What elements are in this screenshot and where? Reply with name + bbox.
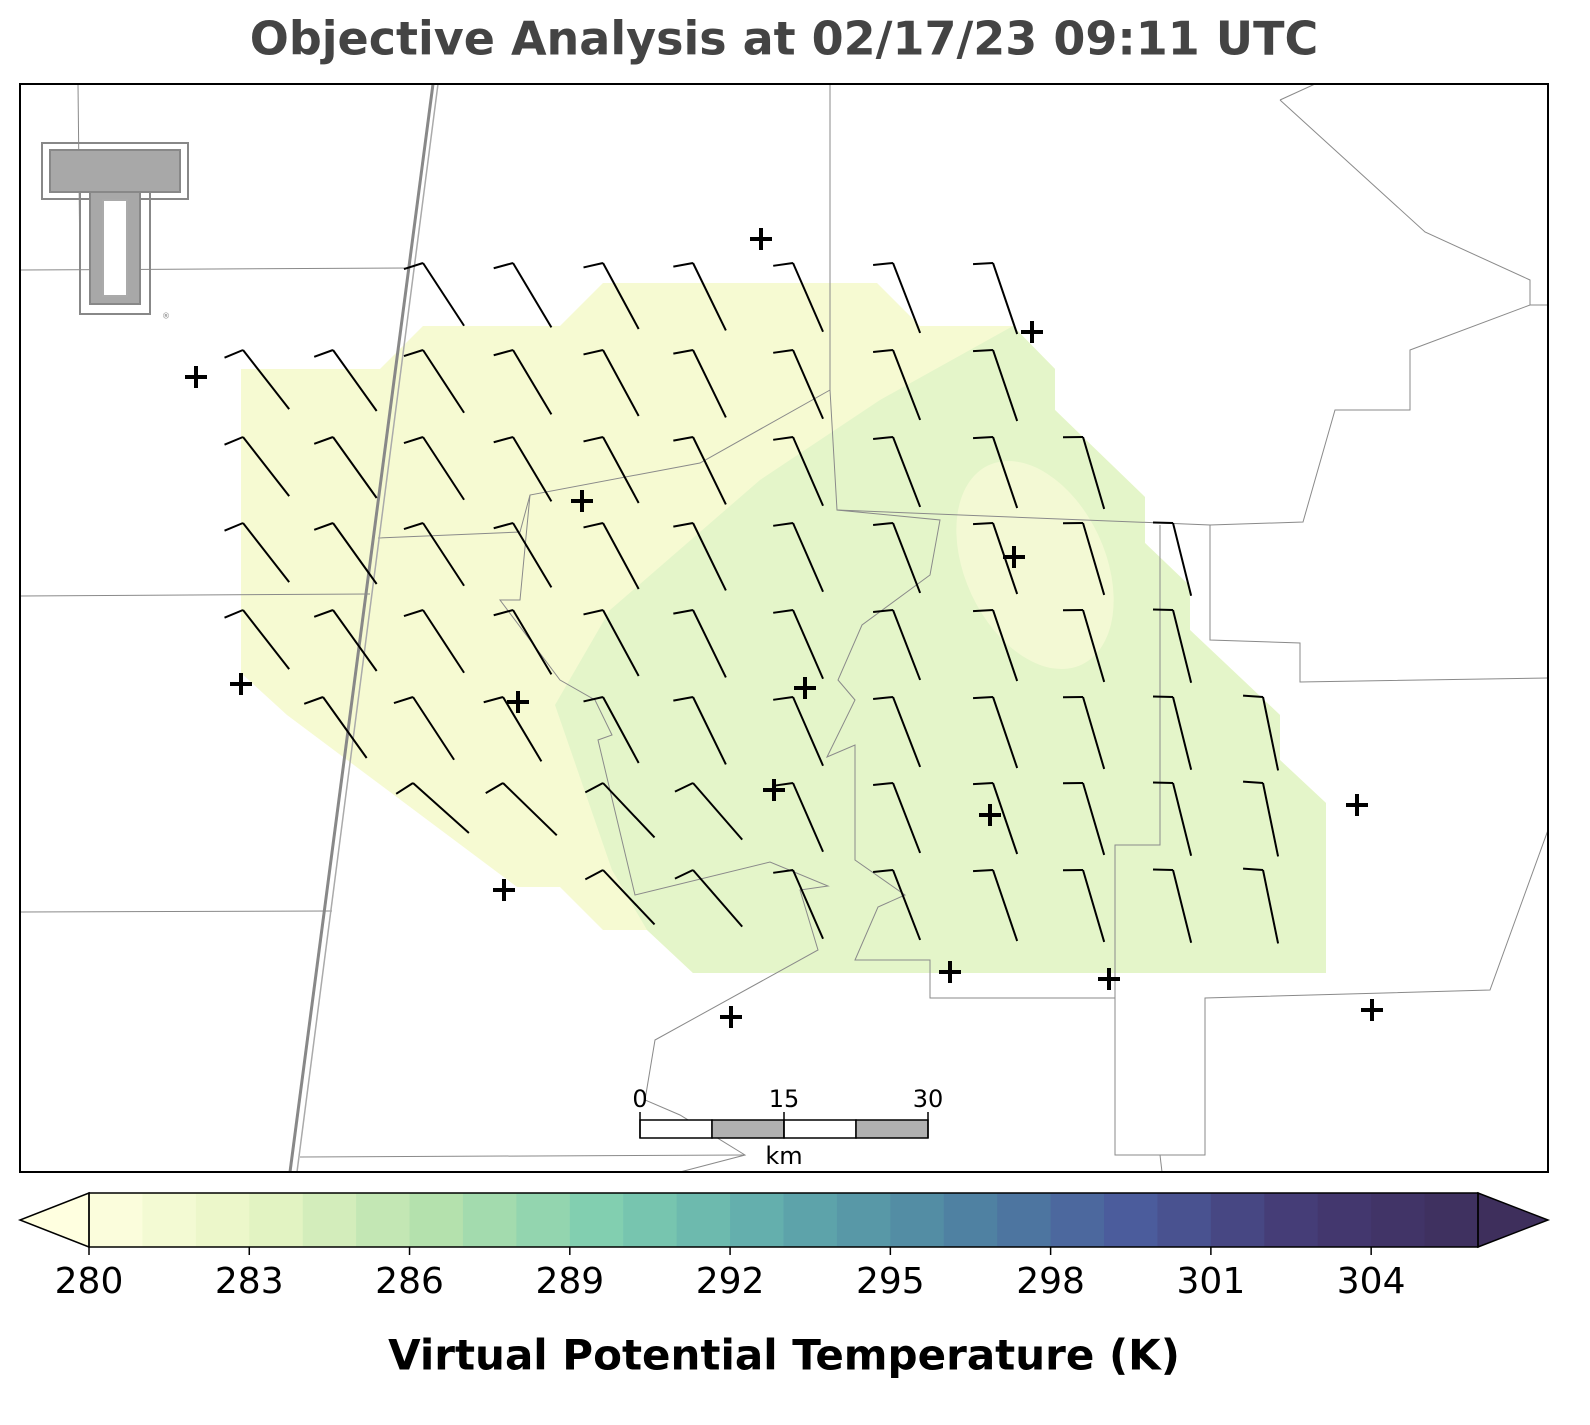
colorbar-extend: [20, 1193, 89, 1247]
colorbar-tick-label: 301: [1177, 1261, 1246, 1302]
scale-segment: [856, 1120, 928, 1138]
barb-flag: [1153, 696, 1173, 697]
colorbar-segment: [89, 1193, 143, 1247]
scale-segment: [640, 1120, 712, 1138]
colorbar-segment: [730, 1193, 784, 1247]
colorbar-segment: [890, 1193, 944, 1247]
colorbar-tick-label: 295: [856, 1261, 925, 1302]
barb-flag: [1153, 782, 1173, 783]
colorbar-segment: [303, 1193, 357, 1247]
barb-flag: [973, 610, 993, 611]
colorbar-segment: [1318, 1193, 1372, 1247]
scale-segment: [712, 1120, 784, 1138]
colorbar-tick-label: 298: [1016, 1261, 1085, 1302]
colorbar-segment: [249, 1193, 303, 1247]
barb-flag: [973, 523, 993, 524]
barb-staff: [423, 263, 464, 326]
barb-flag: [1243, 869, 1263, 870]
colorbar-segment: [1157, 1193, 1211, 1247]
barb-flag: [225, 523, 243, 531]
colorbar-segment: [142, 1193, 196, 1247]
barb-flag: [973, 263, 993, 264]
barb-flag: [1153, 522, 1173, 523]
svg-text:®: ®: [162, 312, 170, 321]
colorbar-label: Virtual Potential Temperature (K): [388, 1331, 1180, 1380]
colorbar-segment: [1425, 1193, 1479, 1247]
barb-flag: [973, 350, 993, 351]
barb-flag: [314, 350, 333, 357]
colorbar-tick-label: 286: [375, 1261, 444, 1302]
barb-flag: [1153, 609, 1173, 610]
colorbar-tick-label: 289: [535, 1261, 604, 1302]
colorbar-tick-label: 283: [215, 1261, 284, 1302]
station: [1346, 794, 1368, 816]
colorbar-segment: [837, 1193, 891, 1247]
station: [720, 1006, 742, 1028]
logo: ®: [42, 143, 188, 321]
barb-staff: [993, 263, 1017, 334]
colorbar-segment: [196, 1193, 250, 1247]
barb-flag: [973, 697, 993, 698]
scale-label: 0: [632, 1085, 647, 1113]
colorbar-segment: [356, 1193, 410, 1247]
barb-staff: [513, 263, 551, 327]
colorbar-segment: [944, 1193, 998, 1247]
station: [1361, 999, 1383, 1021]
barb-flag: [773, 263, 793, 266]
barb-flag: [973, 437, 993, 438]
barb-flag: [873, 263, 893, 265]
title: Objective Analysis at 02/17/23 09:11 UTC: [250, 12, 1319, 66]
map: ®: [20, 84, 1548, 1172]
colorbar-segment: [570, 1193, 624, 1247]
colorbar-segment: [516, 1193, 570, 1247]
colorbar-segment: [1104, 1193, 1158, 1247]
barb-flag: [225, 610, 243, 618]
colorbar: 280 283 286 289 292 295 298 301 304: [20, 1193, 1548, 1302]
colorbar-extend: [1478, 1193, 1548, 1247]
barb-flag: [1153, 869, 1173, 870]
barb-flag: [584, 263, 603, 267]
station: [750, 228, 772, 250]
colorbar-segment: [623, 1193, 677, 1247]
barb-flag: [225, 437, 243, 445]
barb-flag: [1243, 782, 1263, 783]
colorbar-segment: [997, 1193, 1051, 1247]
colorbar-tick-label: 292: [696, 1261, 765, 1302]
colorbar-segment: [677, 1193, 731, 1247]
colorbar-segment: [1371, 1193, 1425, 1247]
colorbar-segment: [1211, 1193, 1265, 1247]
barb-flag: [1243, 696, 1263, 697]
colorbar-segment: [1264, 1193, 1318, 1247]
colorbar-segment: [784, 1193, 838, 1247]
station: [185, 366, 207, 388]
barb-flag: [494, 263, 513, 268]
scale-label: 15: [769, 1085, 800, 1113]
scale-bar: 0 15 30 km: [632, 1085, 943, 1170]
barb-flag: [973, 870, 993, 871]
barb-flag: [225, 350, 243, 358]
colorbar-segment: [463, 1193, 517, 1247]
scale-label: 30: [913, 1085, 944, 1113]
colorbar-tick-label: 304: [1337, 1261, 1406, 1302]
colorbar-tick-label: 280: [55, 1261, 124, 1302]
barb-flag: [673, 263, 693, 267]
barb-flag: [973, 783, 993, 784]
colorbar-segment: [410, 1193, 464, 1247]
colorbar-segment: [1051, 1193, 1105, 1247]
scale-segment: [784, 1120, 856, 1138]
scale-unit: km: [765, 1142, 802, 1170]
